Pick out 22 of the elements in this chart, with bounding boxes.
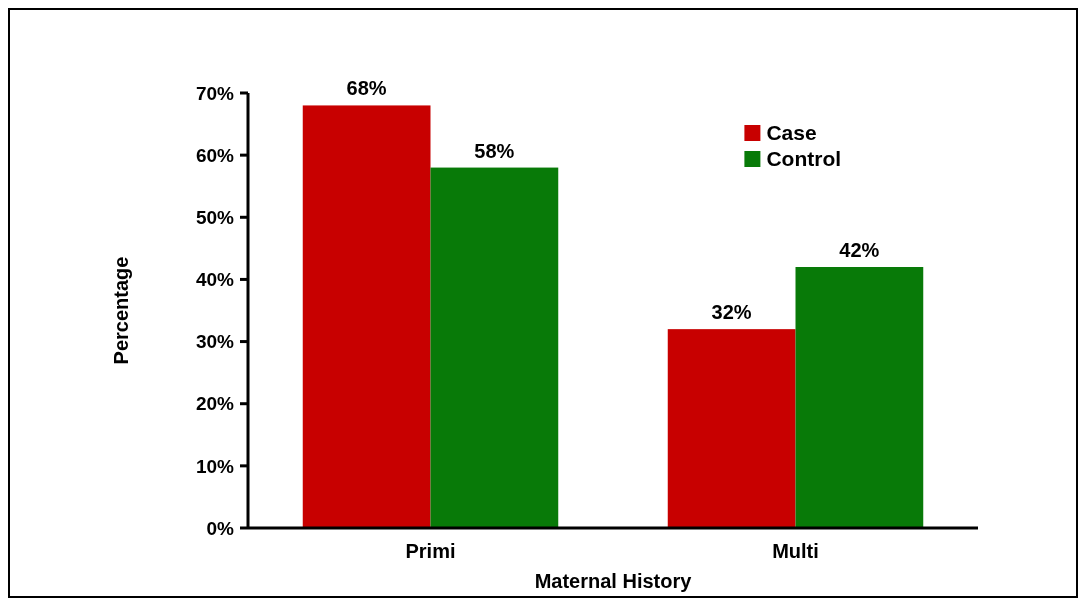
y-tick-label: 40% <box>195 269 235 291</box>
y-axis-title: Percentage <box>110 256 132 365</box>
y-tick-label: 20% <box>195 393 235 415</box>
y-tick-label: 60% <box>195 144 235 166</box>
legend-label: Control <box>766 147 842 171</box>
x-axis-title: Maternal History <box>534 570 693 592</box>
data-label: 68% <box>346 77 387 100</box>
data-label: 42% <box>839 239 880 261</box>
y-tick-label: 50% <box>195 206 235 228</box>
y-tick-label: 70% <box>195 82 235 104</box>
x-tick-label: Primi <box>405 540 456 562</box>
bar <box>430 167 559 528</box>
bar <box>667 329 796 528</box>
x-tick-label: Multi <box>772 540 819 562</box>
bar <box>302 105 431 528</box>
legend-label: Case <box>766 121 817 145</box>
y-tick-label: 30% <box>195 331 235 353</box>
bar <box>795 267 924 528</box>
y-tick-label: 0% <box>206 517 235 539</box>
data-label: 58% <box>474 139 515 162</box>
data-label: 32% <box>711 301 752 324</box>
y-tick-label: 10% <box>195 455 235 477</box>
